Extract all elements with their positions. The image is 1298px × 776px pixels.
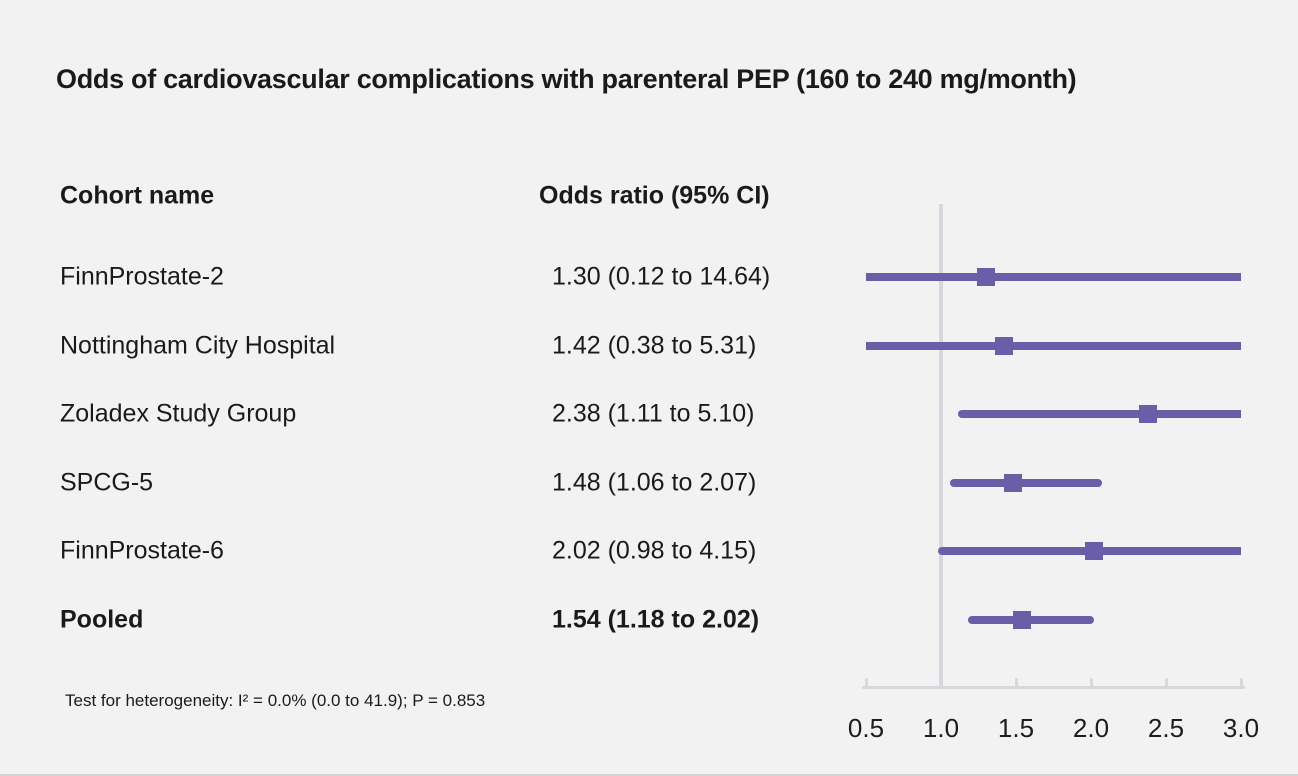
confidence-interval-bar	[950, 478, 1102, 487]
cohort-row-label: Zoladex Study Group	[60, 399, 297, 428]
confidence-interval-bar	[866, 273, 1241, 281]
odds-ratio-value: 1.30 (0.12 to 14.64)	[552, 262, 771, 291]
odds-ratio-value: 1.42 (0.38 to 5.31)	[552, 331, 757, 359]
heterogeneity-footnote: Test for heterogeneity: I² = 0.0% (0.0 t…	[65, 691, 486, 710]
odds-ratio-column-header: Odds ratio (95% CI)	[539, 181, 770, 210]
chart-title: Odds of cardiovascular complications wit…	[56, 64, 1077, 94]
confidence-interval-bar	[957, 410, 1241, 418]
odds-ratio-value: 1.54 (1.18 to 2.02)	[552, 605, 760, 633]
pooled-row-label: Pooled	[60, 605, 144, 633]
x-axis-tick-label: 1.5	[997, 713, 1035, 743]
point-estimate-marker	[1004, 473, 1022, 492]
x-axis-tick-label: 3.0	[1222, 713, 1260, 743]
x-axis-tick	[1239, 678, 1243, 689]
confidence-interval-bar	[866, 341, 1241, 350]
x-axis-tick	[939, 678, 943, 689]
x-axis-tick	[1014, 678, 1018, 689]
cohort-name-column-header: Cohort name	[60, 181, 215, 210]
odds-ratio-value: 2.02 (0.98 to 4.15)	[552, 536, 757, 565]
x-axis-tick-label: 2.5	[1147, 713, 1185, 743]
x-axis-tick	[864, 678, 868, 689]
cohort-row-label: Nottingham City Hospital	[60, 331, 336, 359]
cohort-row-label: FinnProstate-2	[60, 262, 224, 291]
confidence-interval-bar	[968, 615, 1094, 624]
odds-ratio-value: 1.48 (1.06 to 2.07)	[552, 468, 757, 496]
cohort-row-label: FinnProstate-6	[60, 536, 224, 565]
point-estimate-marker	[1139, 405, 1157, 423]
pooled-estimate-marker	[1013, 610, 1031, 629]
point-estimate-marker	[977, 268, 995, 286]
x-axis-line	[862, 686, 1245, 689]
reference-line-or-1	[939, 204, 943, 688]
x-axis-tick-label: 1.0	[922, 713, 960, 743]
point-estimate-marker	[1085, 542, 1103, 560]
odds-ratio-value: 2.38 (1.11 to 5.10)	[552, 399, 755, 428]
point-estimate-marker	[995, 336, 1013, 355]
cohort-row-label: SPCG-5	[60, 468, 154, 496]
x-axis-tick-label: 2.0	[1072, 713, 1110, 743]
x-axis-tick	[1164, 678, 1168, 689]
x-axis-tick-label: 0.5	[847, 713, 885, 743]
x-axis-tick	[1089, 678, 1093, 689]
